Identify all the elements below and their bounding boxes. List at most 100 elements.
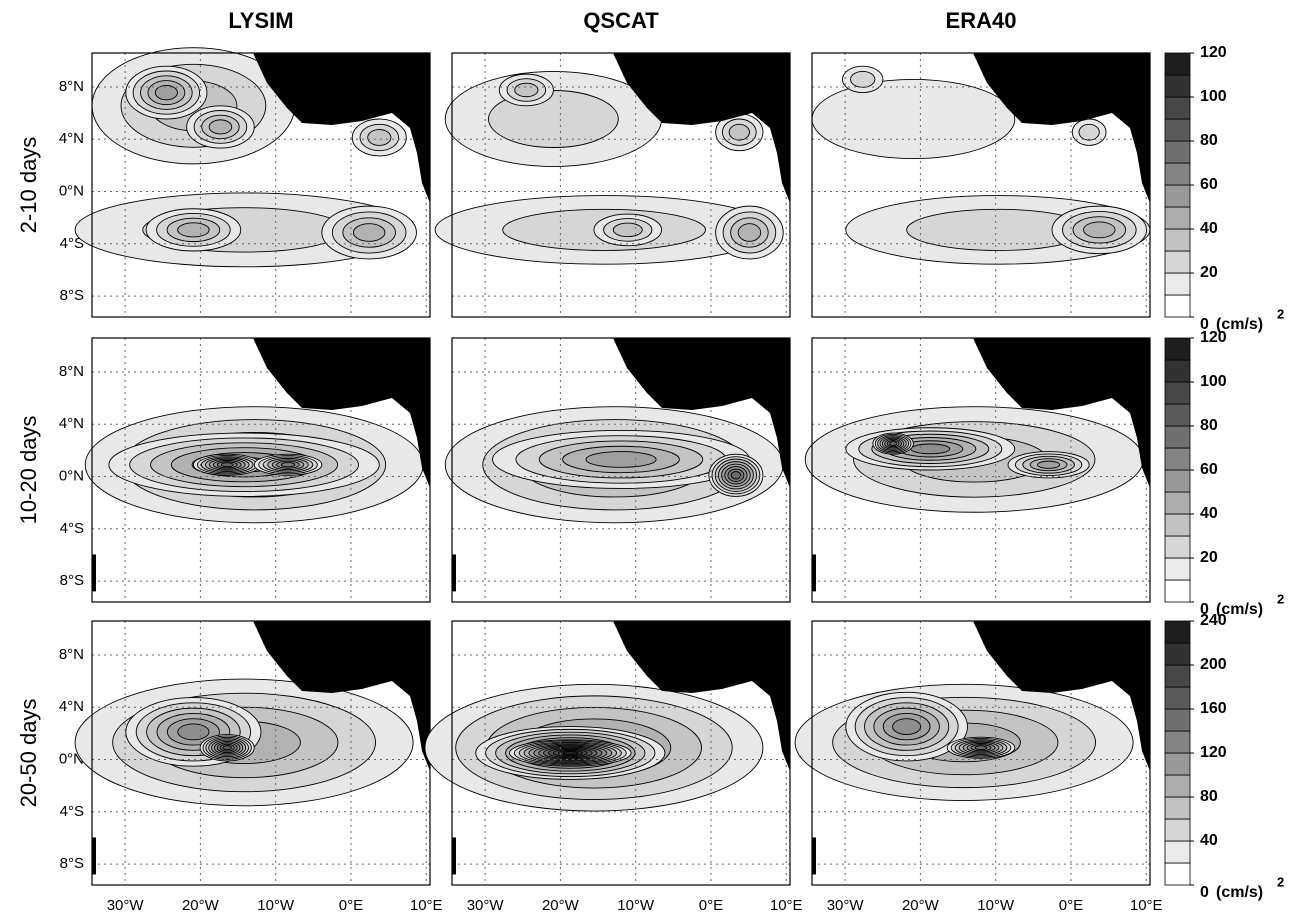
- colorbar-segment: [1165, 643, 1190, 665]
- colorbar-segment: [1165, 163, 1190, 185]
- colorbar-tick-label: 240: [1200, 612, 1227, 629]
- lon-label: 20°W: [542, 897, 580, 914]
- lon-label: 20°W: [182, 897, 220, 914]
- colorbar-segment: [1165, 819, 1190, 841]
- lon-label: 30°W: [107, 897, 145, 914]
- contour: [893, 719, 921, 735]
- lon-label: 10°W: [977, 897, 1015, 914]
- contour: [586, 452, 656, 468]
- contour: [1038, 461, 1060, 468]
- colorbar-tick-label: 100: [1200, 88, 1227, 105]
- lon-label: 0°E: [339, 897, 363, 914]
- colorbar-segment: [1165, 753, 1190, 775]
- colorbar-segment: [1165, 775, 1190, 797]
- map-panel: [85, 338, 430, 602]
- colorbar-tick-label: 40: [1200, 220, 1218, 237]
- lon-label: 10°W: [617, 897, 655, 914]
- colorbar-segment: [1165, 709, 1190, 731]
- colorbar-tick-label: 80: [1200, 788, 1218, 805]
- lat-label: 4°S: [60, 520, 84, 537]
- column-title: QSCAT: [583, 8, 659, 33]
- colorbar-segment: [1165, 295, 1190, 317]
- lat-label: 4°N: [59, 415, 84, 432]
- colorbar-segment: [1165, 621, 1190, 643]
- contour: [368, 130, 391, 146]
- contour: [178, 223, 210, 237]
- colorbar-segment: [1165, 185, 1190, 207]
- map-panel: [812, 53, 1150, 317]
- map-panel: [75, 621, 430, 885]
- colorbar-segment: [1165, 360, 1190, 382]
- contour: [155, 85, 177, 99]
- colorbar-segment: [1165, 536, 1190, 558]
- colorbar-tick-label: 160: [1200, 700, 1227, 717]
- colorbar-segment: [1165, 665, 1190, 687]
- contour: [731, 472, 741, 479]
- lat-label: 8°S: [60, 855, 84, 872]
- lon-label: 10°E: [410, 897, 443, 914]
- lon-label: 0°E: [1059, 897, 1083, 914]
- colorbar-tick-label: 120: [1200, 329, 1227, 346]
- contour: [1079, 124, 1099, 140]
- colorbar-tick-label: 60: [1200, 461, 1218, 478]
- colorbar-tick-label: 0: [1200, 884, 1209, 901]
- colorbar-unit-power: 2: [1277, 306, 1284, 321]
- colorbar-segment: [1165, 119, 1190, 141]
- colorbar-segment: [1165, 687, 1190, 709]
- contour: [812, 79, 1015, 158]
- lat-label: 0°N: [59, 183, 84, 200]
- colorbar-segment: [1165, 863, 1190, 885]
- lat-label: 8°N: [59, 78, 84, 95]
- contour: [209, 120, 232, 134]
- lat-label: 8°N: [59, 363, 84, 380]
- colorbar-segment: [1165, 251, 1190, 273]
- colorbar-tick-label: 80: [1200, 132, 1218, 149]
- lon-label: 10°E: [1130, 897, 1163, 914]
- page: {"column_titles": ["LYSIM", "QSCAT", "ER…: [0, 0, 1308, 924]
- lon-label: 0°E: [699, 897, 723, 914]
- map-panel: [805, 338, 1150, 602]
- contour: [890, 442, 897, 446]
- row-label: 20-50 days: [16, 699, 41, 808]
- colorbar-segment: [1165, 580, 1190, 602]
- contour: [281, 463, 295, 467]
- colorbar-tick-label: 120: [1200, 744, 1227, 761]
- lon-label: 30°W: [827, 897, 865, 914]
- lon-label: 10°W: [257, 897, 295, 914]
- colorbar-tick-label: 60: [1200, 176, 1218, 193]
- lat-label: 4°N: [59, 130, 84, 147]
- lat-label: 4°S: [60, 803, 84, 820]
- colorbar-segment: [1165, 797, 1190, 819]
- colorbar-segment: [1165, 426, 1190, 448]
- contour: [975, 746, 987, 750]
- lon-label: 30°W: [467, 897, 505, 914]
- contour: [1084, 222, 1116, 238]
- contour: [515, 83, 538, 97]
- contour: [223, 746, 232, 750]
- colorbar-tick-label: 20: [1200, 549, 1218, 566]
- colorbar-segment: [1165, 273, 1190, 295]
- column-title: LYSIM: [228, 8, 293, 33]
- figure: LYSIMQSCATERA402-10 days8°N4°N0°N4°S8°S0…: [0, 0, 1308, 919]
- map-panel: [445, 338, 790, 602]
- colorbar-segment: [1165, 470, 1190, 492]
- colorbar-segment: [1165, 382, 1190, 404]
- colorbar-segment: [1165, 141, 1190, 163]
- contour: [851, 71, 875, 87]
- contour: [729, 124, 749, 140]
- colorbar-unit: (cm/s): [1216, 884, 1263, 901]
- lat-label: 8°N: [59, 646, 84, 663]
- colorbar-tick-label: 40: [1200, 832, 1218, 849]
- contour: [353, 224, 385, 242]
- lon-label: 10°E: [770, 897, 803, 914]
- colorbar-unit-power: 2: [1277, 591, 1284, 606]
- colorbar-segment: [1165, 492, 1190, 514]
- map-panel: [425, 621, 790, 885]
- colorbar-segment: [1165, 558, 1190, 580]
- colorbar-segment: [1165, 338, 1190, 360]
- lat-label: 8°S: [60, 287, 84, 304]
- colorbar-segment: [1165, 229, 1190, 251]
- colorbar-segment: [1165, 448, 1190, 470]
- colorbar-unit-power: 2: [1277, 874, 1284, 889]
- lon-label: 20°W: [902, 897, 940, 914]
